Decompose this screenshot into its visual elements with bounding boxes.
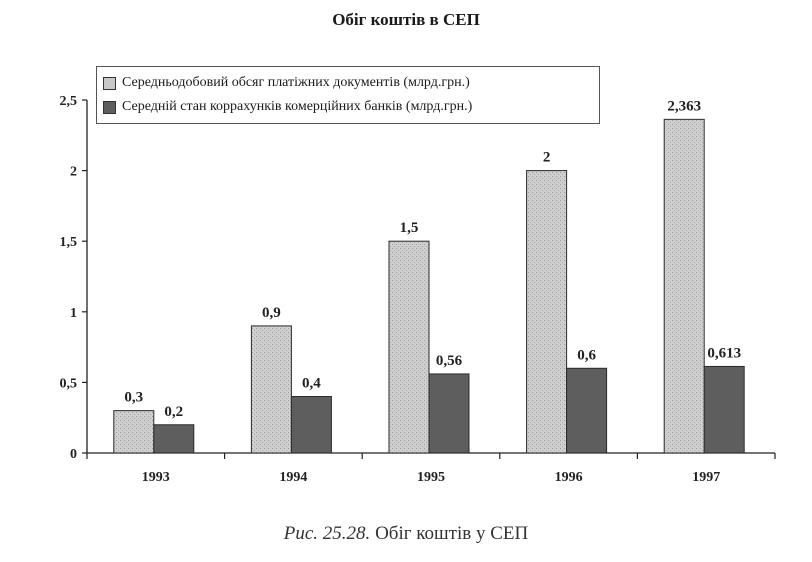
data-label-series-1: 0,9 <box>262 305 281 321</box>
data-label-series-1: 0,3 <box>124 390 143 406</box>
x-tick-label: 1997 <box>692 470 720 485</box>
bar-series-1 <box>663 118 705 454</box>
data-label-series-2: 0,6 <box>577 347 596 363</box>
x-tick-label: 1994 <box>279 470 307 485</box>
bar-series-2 <box>428 373 470 454</box>
bars-group <box>113 118 745 454</box>
bar-series-2 <box>703 365 745 454</box>
data-label-series-2: 0,2 <box>164 404 183 420</box>
bar-series-1 <box>526 170 568 454</box>
chart-legend: Середньодобовий обсяг платіжних документ… <box>96 66 600 124</box>
y-tick-label: 0 <box>70 447 77 462</box>
bar-series-1 <box>113 410 155 454</box>
data-label-series-1: 2,363 <box>667 98 701 114</box>
legend-label-series-1: Середньодобовий обсяг платіжних документ… <box>122 75 470 90</box>
y-tick-label: 2 <box>70 165 77 180</box>
legend-item-series-1: Середньодобовий обсяг платіжних документ… <box>103 71 593 95</box>
legend-swatch-series-1 <box>103 76 116 90</box>
y-tick-label: 1 <box>70 306 77 321</box>
figure-caption-text: Обіг коштів у СЕП <box>375 523 529 544</box>
figure-caption: Рис. 25.28. Обіг коштів у СЕП <box>0 523 812 545</box>
bar-series-2 <box>290 396 332 454</box>
data-label-series-2: 0,613 <box>707 345 741 361</box>
data-label-series-2: 0,4 <box>302 376 321 392</box>
legend-item-series-2: Середній стан коррахунків комерційних ба… <box>103 95 593 119</box>
x-tick-label: 1995 <box>417 470 445 485</box>
legend-label-series-2: Середній стан коррахунків комерційних ба… <box>122 99 473 114</box>
x-tick-label: 1993 <box>142 470 170 485</box>
y-tick-label: 1,5 <box>60 235 78 250</box>
bar-series-2 <box>153 424 195 454</box>
chart-title: Обіг коштів в СЕП <box>332 10 480 29</box>
legend-swatch-series-2 <box>103 100 116 114</box>
figure-label: Рис. 25.28. <box>283 523 371 544</box>
bar-series-2 <box>566 367 608 454</box>
data-label-series-1: 1,5 <box>400 220 419 236</box>
data-label-series-2: 0,56 <box>436 353 463 369</box>
y-tick-label: 0,5 <box>60 376 78 391</box>
labels-group: 0,3 0,2 0,9 0,4 1,5 0,56 2 0,6 2,363 0,613 <box>124 98 741 419</box>
x-tick-label: 1996 <box>555 470 583 485</box>
bar-series-1 <box>388 240 430 454</box>
data-label-series-1: 2 <box>543 150 551 166</box>
y-tick-label: 2,5 <box>60 94 78 109</box>
bar-series-1 <box>250 325 292 454</box>
